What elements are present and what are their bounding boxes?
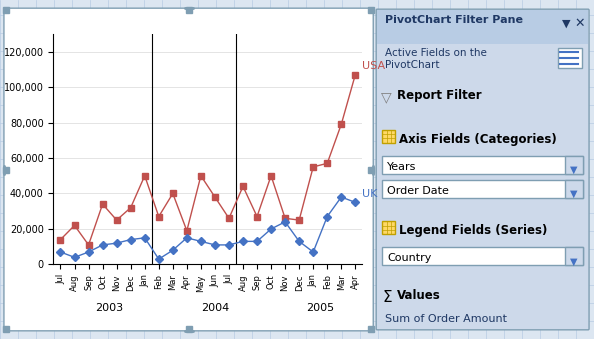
- Text: Axis Fields (Categories): Axis Fields (Categories): [399, 133, 557, 146]
- Text: Active Fields on the
PivotChart: Active Fields on the PivotChart: [385, 48, 487, 70]
- FancyBboxPatch shape: [4, 8, 373, 331]
- Bar: [382, 221, 395, 234]
- Text: 2005: 2005: [306, 303, 334, 314]
- Text: ✕: ✕: [575, 17, 585, 30]
- Bar: [3, 326, 9, 332]
- Bar: [368, 166, 374, 173]
- Text: 2003: 2003: [96, 303, 124, 314]
- Text: Σ: Σ: [382, 290, 392, 305]
- Bar: [3, 7, 9, 13]
- Text: ▽: ▽: [381, 90, 392, 104]
- FancyBboxPatch shape: [376, 9, 589, 330]
- Text: ▼: ▼: [562, 18, 570, 28]
- Text: ▼: ▼: [570, 189, 578, 199]
- Text: Country: Country: [387, 254, 432, 263]
- Text: USA: USA: [362, 61, 386, 71]
- Bar: [565, 180, 583, 198]
- Text: ▼: ▼: [570, 257, 578, 266]
- Bar: [185, 326, 192, 332]
- Bar: [185, 7, 192, 13]
- Text: ▼: ▼: [570, 165, 578, 175]
- Bar: [377, 10, 588, 44]
- Text: Legend Fields (Series): Legend Fields (Series): [399, 224, 548, 237]
- Bar: [565, 156, 583, 174]
- Text: Order Date: Order Date: [387, 186, 449, 196]
- Text: 2004: 2004: [201, 303, 229, 314]
- Bar: [368, 326, 374, 332]
- Text: Report Filter: Report Filter: [397, 89, 482, 102]
- Bar: [382, 156, 583, 174]
- Bar: [368, 7, 374, 13]
- Bar: [382, 180, 583, 198]
- Text: Sum of Order Amount: Sum of Order Amount: [385, 314, 507, 324]
- Text: Years: Years: [387, 162, 416, 172]
- Text: Values: Values: [397, 289, 441, 302]
- Text: PivotChart Filter Pane: PivotChart Filter Pane: [385, 15, 523, 25]
- Text: UK: UK: [362, 189, 378, 199]
- Bar: [382, 247, 583, 265]
- Bar: [382, 130, 395, 143]
- Bar: [3, 166, 9, 173]
- Bar: [565, 247, 583, 265]
- Bar: [558, 48, 582, 68]
